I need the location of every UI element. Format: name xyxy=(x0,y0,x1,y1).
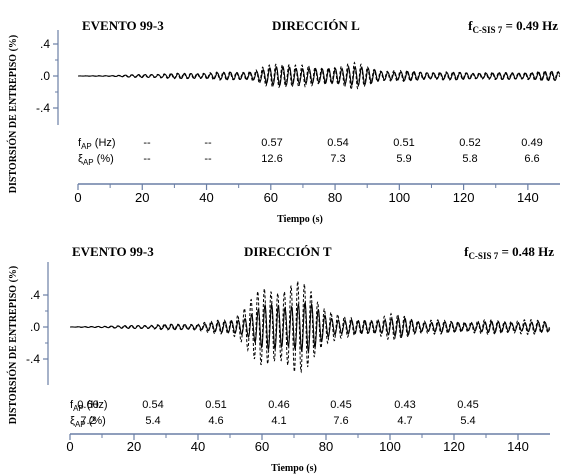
y-tick-label: .4 xyxy=(40,37,50,51)
y-axis-label: DISTORSIÓN DE ENTREPISO (%) xyxy=(7,266,19,424)
series-group xyxy=(69,281,551,374)
x-tick-label: 0 xyxy=(66,439,73,454)
y-tick-label: .4 xyxy=(30,288,40,302)
y-tick-label: -.4 xyxy=(36,101,50,115)
table-cell: 5.4 xyxy=(145,415,160,427)
table-cell: 5.4 xyxy=(460,415,475,427)
panel-title: EVENTO 99-3 xyxy=(82,18,164,33)
panel-direccion-t: EVENTO 99-3 DIRECCIÓN T fC-SIS 7 = 0.48 … xyxy=(7,244,554,474)
y-tick-label: .0 xyxy=(30,320,40,334)
table-cell: 5.8 xyxy=(462,153,477,165)
axes: .4 .0 -.4 0 20 40 60 80 100 120 140 xyxy=(26,262,550,454)
table-cell: 6.6 xyxy=(524,153,539,165)
x-tick-label: 60 xyxy=(264,190,278,205)
panel-subtitle: DIRECCIÓN L xyxy=(272,18,360,33)
x-tick-label: 120 xyxy=(443,439,465,454)
y-tick-label: .0 xyxy=(40,69,50,83)
table-row-label: fAP (Hz) xyxy=(70,399,108,413)
frequency-annotation: fC-SIS 7 = 0.49 Hz xyxy=(468,18,558,35)
x-tick-label: 40 xyxy=(199,190,213,205)
table-cell: 4.7 xyxy=(397,415,412,427)
panel-subtitle: DIRECCIÓN T xyxy=(244,244,332,259)
series-group xyxy=(78,61,561,91)
table-cell: 0.52 xyxy=(459,137,480,149)
table-cell: 0.51 xyxy=(393,137,414,149)
x-tick-label: 140 xyxy=(507,439,529,454)
table-cell: 7.2 xyxy=(80,415,95,427)
panel-direccion-l: EVENTO 99-3 DIRECCIÓN L fC-SIS 7 = 0.49 … xyxy=(7,18,561,225)
panel-title: EVENTO 99-3 xyxy=(72,244,154,259)
series-solid xyxy=(70,302,551,353)
table-cell: 4.6 xyxy=(208,415,223,427)
x-tick-label: 60 xyxy=(255,439,269,454)
table-cell: 0.54 xyxy=(327,137,348,149)
table-cell: 5.9 xyxy=(396,153,411,165)
table-cell: -- xyxy=(143,153,151,165)
table-cell: 0.60 xyxy=(77,399,98,411)
table-cell: -- xyxy=(204,153,212,165)
table-cell: 0.45 xyxy=(330,399,351,411)
table-cell: 7.3 xyxy=(330,153,345,165)
y-axis-label: DISTORSIÓN DE ENTREPISO (%) xyxy=(7,35,19,193)
x-tick-label: 100 xyxy=(388,190,410,205)
table-cell: 0.43 xyxy=(394,399,415,411)
x-tick-label: 140 xyxy=(517,190,539,205)
axes: .4 .0 -.4 0 20 40 60 80 100 120 140 xyxy=(36,30,560,205)
table-cell: -- xyxy=(143,137,151,149)
series-dashed xyxy=(78,61,561,91)
table-cell: 4.1 xyxy=(271,415,286,427)
parameter-table: fAP (Hz) -- -- 0.57 0.54 0.51 0.52 0.49 ξAP (%) -… xyxy=(78,137,543,167)
table-cell: 0.57 xyxy=(261,137,282,149)
x-tick-label: 20 xyxy=(127,439,141,454)
table-cell: 12.6 xyxy=(261,153,282,165)
table-row-label: fAP (Hz) xyxy=(78,137,116,151)
table-row-label: ξAP (%) xyxy=(78,153,114,167)
x-tick-label: 80 xyxy=(328,190,342,205)
table-cell: -- xyxy=(204,137,212,149)
x-tick-label: 0 xyxy=(74,190,81,205)
table-row-label: ξAP (%) xyxy=(70,415,106,429)
x-tick-label: 40 xyxy=(191,439,205,454)
table-cell: 0.49 xyxy=(521,137,542,149)
series-dashed xyxy=(69,281,551,374)
x-tick-label: 80 xyxy=(319,439,333,454)
table-cell: 7.6 xyxy=(333,415,348,427)
frequency-annotation: fC-SIS 7 = 0.48 Hz xyxy=(464,244,554,261)
x-tick-label: 100 xyxy=(379,439,401,454)
table-cell: 0.54 xyxy=(142,399,163,411)
x-axis-label: Tiempo (s) xyxy=(277,214,323,225)
table-cell: 0.51 xyxy=(205,399,226,411)
x-tick-label: 120 xyxy=(453,190,475,205)
parameter-table: fAP (Hz)0.60 0.54 0.51 0.46 0.45 0.43 0.45 ξAP … xyxy=(70,399,479,429)
y-tick-label: -.4 xyxy=(26,352,40,366)
x-tick-label: 20 xyxy=(135,190,149,205)
table-cell: 0.46 xyxy=(268,399,289,411)
table-cell: 0.45 xyxy=(457,399,478,411)
x-axis-label: Tiempo (s) xyxy=(271,463,317,474)
